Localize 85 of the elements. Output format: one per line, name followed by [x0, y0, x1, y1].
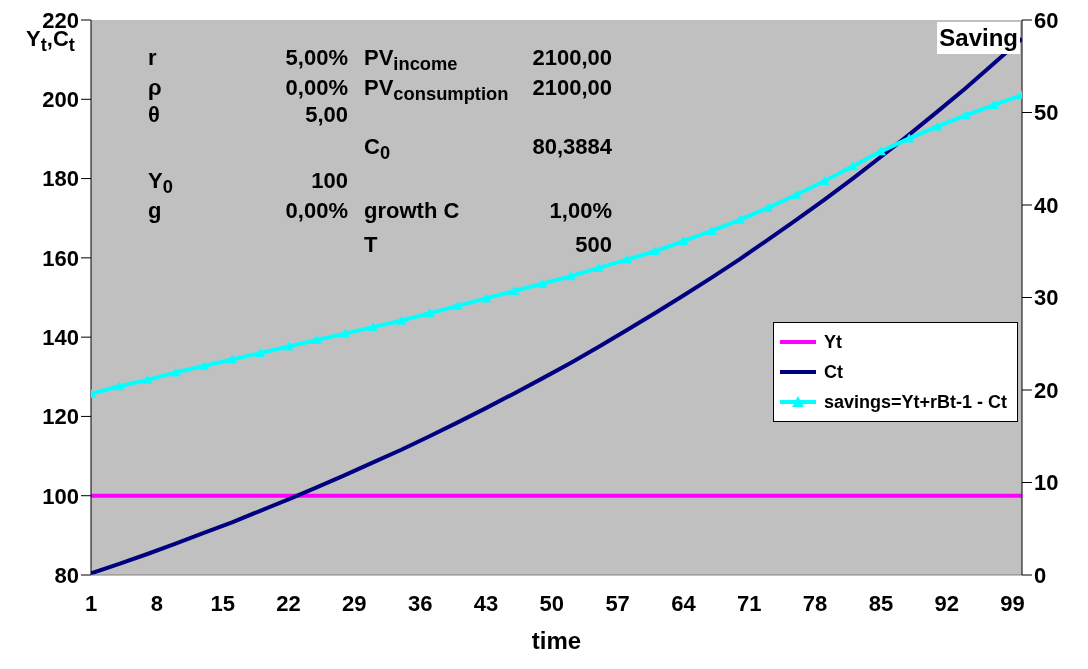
- point: [650, 246, 661, 256]
- annotation: 2100,00: [532, 75, 612, 101]
- point: [904, 133, 915, 143]
- point: [396, 315, 407, 325]
- point: [988, 100, 999, 110]
- annotation: 100: [311, 168, 348, 194]
- point: [311, 335, 322, 345]
- point: [368, 322, 379, 332]
- y-tick-label: 200: [42, 87, 79, 113]
- point: [932, 121, 943, 131]
- x-tick-label: 71: [737, 590, 762, 616]
- legend-label: Ct: [823, 361, 843, 383]
- x-tick-label: 22: [276, 590, 301, 616]
- annotation: 0,00%: [285, 198, 348, 224]
- annotation: 1,00%: [549, 198, 612, 224]
- y2-tick-label: 60: [1034, 7, 1059, 33]
- y2-tick-label: 0: [1034, 562, 1047, 588]
- y2-tick-label: 10: [1034, 470, 1059, 496]
- annotation: PV$_{income}$: [364, 45, 458, 76]
- y2-tick-label: 40: [1034, 192, 1059, 218]
- point: [593, 262, 604, 272]
- point: [452, 300, 463, 310]
- point: [480, 293, 491, 303]
- point: [622, 254, 633, 264]
- point: [283, 341, 294, 351]
- x-tick-label: 1: [84, 590, 98, 616]
- annotation: C$_{0}$: [364, 134, 391, 165]
- point: [114, 381, 125, 391]
- y-tick-label: 140: [42, 324, 79, 350]
- x-tick-label: 8: [150, 590, 163, 616]
- annotation: growth C: [364, 198, 460, 224]
- annotation: 2100,00: [532, 45, 612, 71]
- x-tick-label: 85: [868, 590, 894, 616]
- annotation: θ: [148, 102, 160, 128]
- x-tick-label: 29: [342, 590, 367, 616]
- y2-tick-label: 30: [1034, 285, 1059, 311]
- annotation: 0,00%: [285, 75, 348, 101]
- point: [424, 308, 435, 318]
- point: [763, 202, 774, 212]
- x-tick-label: 36: [407, 590, 433, 616]
- annotation: PV$_{consumption}$: [364, 75, 509, 106]
- x-tick-label: 57: [605, 590, 630, 616]
- point: [142, 374, 153, 384]
- annotation: r: [148, 45, 157, 71]
- point: [734, 214, 745, 224]
- point: [678, 236, 689, 246]
- point: [565, 271, 576, 281]
- x-tick-label: 92: [934, 590, 960, 616]
- point: [537, 278, 548, 288]
- legend-label: savings=Yt+rBt-1 - Ct: [823, 391, 1007, 413]
- annotation: T: [364, 232, 378, 258]
- y2-axis-title: Saving: [937, 22, 1020, 54]
- x-tick-label: 64: [671, 590, 697, 616]
- point: [706, 225, 717, 235]
- point: [847, 161, 858, 171]
- annotation: 500: [575, 232, 612, 258]
- point: [227, 354, 238, 364]
- y2-tick-label: 20: [1034, 377, 1059, 403]
- y-tick-label: 160: [42, 245, 79, 271]
- x-tick-label: 43: [473, 590, 499, 616]
- x-tick-label: 99: [1000, 590, 1025, 616]
- point: [960, 110, 971, 120]
- point: [255, 348, 266, 357]
- x-tick-label: 50: [539, 590, 565, 616]
- annotation: Y$_{0}$: [148, 168, 173, 199]
- point: [875, 146, 886, 156]
- x-axis-title: time: [530, 627, 583, 655]
- x-tick-label: 78: [802, 590, 828, 616]
- annotation: 5,00: [305, 102, 348, 128]
- annotation: g: [148, 198, 162, 224]
- annotation: 5,00%: [285, 45, 348, 71]
- annotation: ρ: [148, 75, 162, 101]
- annotation: 80,3884: [532, 134, 612, 160]
- y2-tick-label: 50: [1034, 100, 1059, 126]
- y-tick-label: 180: [42, 166, 79, 192]
- x-tick-label: 15: [210, 590, 235, 616]
- point: [791, 189, 802, 199]
- point: [339, 328, 350, 338]
- y-tick-label: 120: [42, 404, 79, 430]
- point: [198, 360, 209, 370]
- y-tick-label: 100: [42, 483, 79, 509]
- point: [170, 367, 181, 377]
- point: [509, 286, 520, 296]
- legend-label: Yt: [823, 331, 842, 353]
- y-tick-label: 80: [54, 562, 79, 588]
